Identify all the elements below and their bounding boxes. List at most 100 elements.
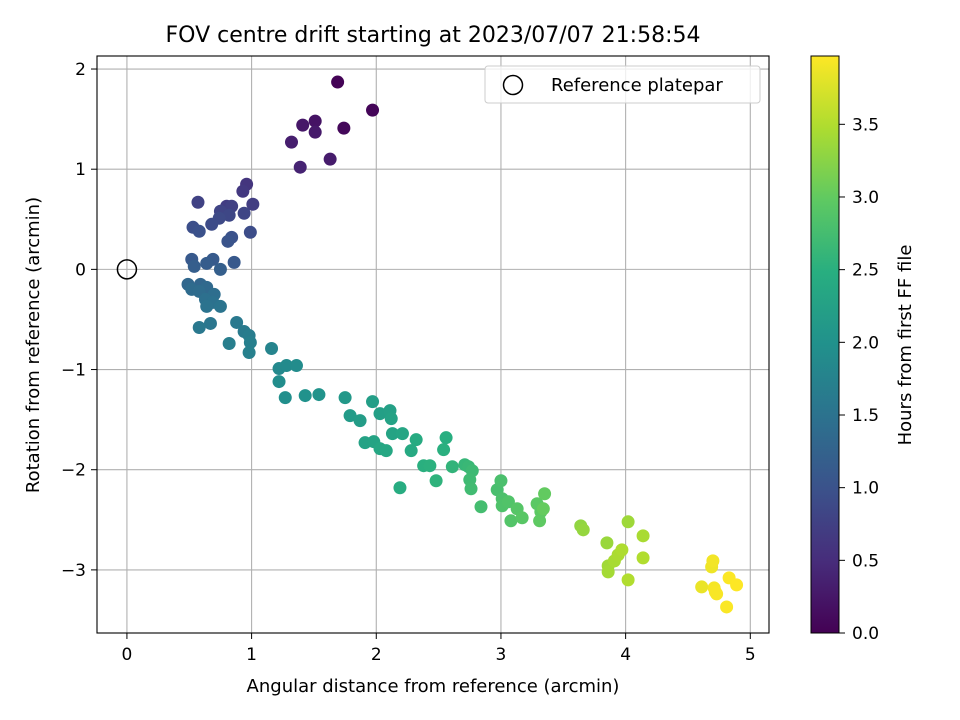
data-point — [615, 543, 629, 557]
colorbar-tick-label: 1.0 — [852, 479, 879, 499]
data-point — [515, 511, 529, 525]
y-tick-label: 1 — [75, 160, 86, 180]
data-point — [192, 224, 206, 238]
data-point — [533, 514, 547, 528]
y-tick-label: −3 — [61, 561, 86, 581]
data-point — [636, 551, 650, 565]
data-point — [337, 121, 351, 135]
grid-lines — [97, 56, 769, 633]
data-point — [243, 225, 257, 239]
data-point — [237, 206, 251, 220]
y-tick-label: −1 — [61, 361, 86, 381]
legend-marker — [502, 74, 524, 96]
data-point — [331, 75, 345, 89]
legend-entry-reference-platepar: Reference platepar — [551, 75, 723, 96]
x-axis-ticks: 0 1 2 3 4 5 — [122, 633, 756, 665]
data-point — [236, 184, 250, 198]
colorbar-tick-label: 1.5 — [852, 406, 879, 426]
data-point — [695, 580, 709, 594]
data-point — [203, 316, 217, 330]
x-tick-label: 5 — [745, 645, 756, 665]
data-point — [621, 573, 635, 587]
data-point — [536, 502, 550, 516]
data-point — [445, 460, 459, 474]
legend: Reference platepar — [484, 65, 761, 104]
data-point — [213, 262, 227, 276]
data-point — [338, 391, 352, 405]
data-point — [192, 320, 206, 334]
data-point — [323, 152, 337, 166]
data-point — [243, 335, 257, 349]
y-axis-ticks: −3 −2 −1 0 1 2 — [61, 60, 97, 581]
legend-box — [484, 65, 761, 104]
data-point — [710, 587, 724, 601]
data-point — [293, 160, 307, 174]
data-point — [429, 474, 443, 488]
y-tick-label: 0 — [75, 260, 86, 280]
colorbar-tick-label: 0.0 — [852, 624, 879, 644]
data-point — [200, 299, 214, 313]
colorbar-tick-label: 3.0 — [852, 188, 879, 208]
data-point — [423, 459, 437, 473]
data-point — [501, 495, 515, 509]
data-point — [621, 515, 635, 529]
data-point — [576, 523, 590, 537]
data-point — [706, 554, 720, 568]
data-point — [504, 514, 518, 528]
colorbar-label: Hours from first FF file — [895, 245, 916, 446]
colorbar-gradient — [810, 55, 840, 634]
data-point — [366, 103, 380, 117]
data-point — [384, 412, 398, 426]
colorbar-tick-label: 3.5 — [852, 115, 879, 135]
data-point — [393, 481, 407, 495]
data-point — [308, 125, 322, 139]
data-point — [308, 114, 322, 128]
data-point — [289, 359, 303, 373]
data-point — [343, 409, 357, 423]
data-point — [385, 427, 399, 441]
data-point — [272, 375, 286, 389]
data-point — [280, 359, 294, 373]
data-point — [278, 391, 292, 405]
colorbar-tick-label: 2.0 — [852, 333, 879, 353]
colorbar: 0.0 0.5 1.0 1.5 2.0 2.5 3.0 3.5 Hours from firs… — [810, 55, 916, 644]
data-point — [373, 407, 387, 421]
y-tick-label: 2 — [75, 60, 86, 80]
data-point — [395, 427, 409, 441]
data-point — [296, 118, 310, 132]
data-point — [474, 500, 488, 514]
data-point — [213, 299, 227, 313]
chart-title: FOV centre drift starting at 2023/07/07 … — [166, 23, 701, 48]
data-point — [379, 444, 393, 458]
data-point — [265, 342, 279, 356]
data-point — [222, 208, 236, 222]
colorbar-tick-label: 2.5 — [852, 261, 879, 281]
data-point — [284, 135, 298, 149]
x-tick-label: 0 — [122, 645, 133, 665]
data-point — [191, 195, 205, 209]
y-tick-label: −2 — [61, 461, 86, 481]
data-point — [246, 197, 260, 211]
x-tick-label: 4 — [620, 645, 631, 665]
data-point — [538, 487, 552, 501]
colorbar-tick-label: 0.5 — [852, 551, 879, 571]
x-axis-label: Angular distance from reference (arcmin) — [247, 676, 620, 697]
data-point — [404, 444, 418, 458]
data-point — [439, 431, 453, 445]
data-point — [464, 482, 478, 496]
data-point — [409, 433, 423, 447]
data-point — [312, 388, 326, 402]
data-point — [600, 536, 614, 550]
data-point — [601, 565, 615, 579]
data-point — [353, 414, 367, 428]
data-point — [222, 336, 236, 350]
data-point — [227, 255, 241, 269]
data-point — [221, 234, 235, 248]
data-point — [230, 315, 244, 329]
data-point — [730, 578, 744, 592]
data-point — [205, 217, 219, 231]
data-points — [181, 75, 744, 614]
data-point — [366, 395, 380, 409]
x-tick-label: 2 — [371, 645, 382, 665]
